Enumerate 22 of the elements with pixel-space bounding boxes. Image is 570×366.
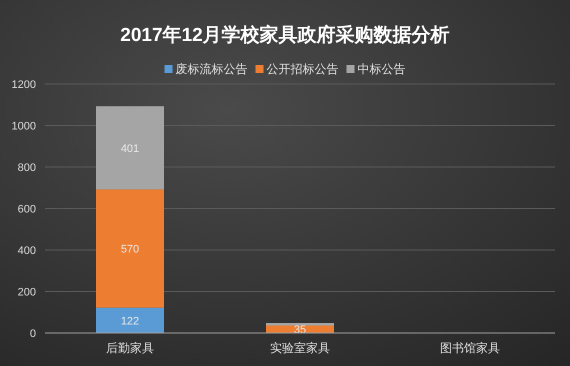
y-tick-label: 1200 — [12, 79, 36, 91]
bar — [96, 106, 164, 190]
bar — [96, 308, 164, 333]
legend-label: 公开招标公告 — [266, 62, 338, 76]
bar — [96, 189, 164, 308]
y-tick-label: 200 — [18, 286, 36, 298]
data-label: 401 — [120, 142, 140, 155]
y-tick-label: 600 — [18, 204, 36, 216]
data-label: 122 — [120, 315, 140, 328]
y-tick-label: 800 — [18, 162, 36, 174]
y-tick-label: 1000 — [12, 120, 36, 132]
legend-label: 中标公告 — [358, 62, 406, 76]
y-tick-label: 400 — [18, 245, 36, 257]
legend-label: 废标流标公告 — [176, 62, 248, 76]
y-tick-label: 0 — [30, 328, 36, 340]
x-tick-label: 实验室家具 — [270, 341, 330, 355]
data-label: 570 — [120, 244, 140, 256]
bar — [266, 323, 334, 326]
x-tick-label: 图书馆家具 — [440, 341, 500, 355]
x-tick-label: 后勤家具 — [106, 341, 154, 355]
chart-title: 2017年12月学校家具政府采购数据分析 — [120, 24, 450, 46]
bar — [266, 326, 334, 333]
